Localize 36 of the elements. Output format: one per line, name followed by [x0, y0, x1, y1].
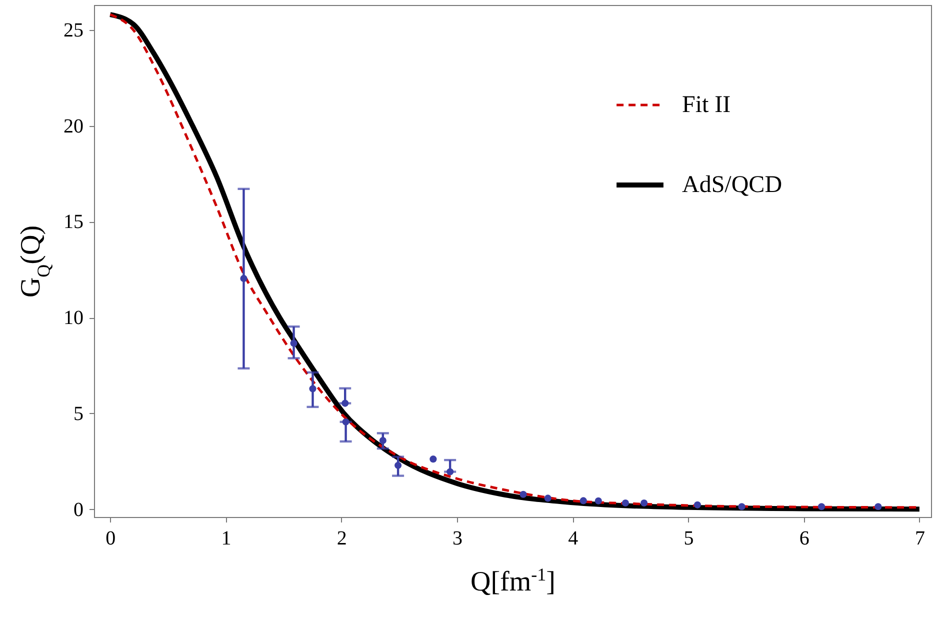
y-tick-label: 15 — [64, 211, 84, 234]
point — [818, 503, 826, 510]
y-tick-label: 10 — [64, 307, 84, 330]
y-tick-label: 20 — [64, 115, 84, 138]
point — [640, 499, 648, 507]
y-tick-label: 5 — [74, 402, 84, 425]
x-tick-label: 4 — [568, 528, 578, 550]
point — [738, 503, 746, 510]
x-tick-label: 3 — [452, 528, 463, 550]
y-tick-label: 25 — [64, 19, 84, 42]
x-tick-label: 2 — [336, 528, 347, 550]
point — [379, 436, 386, 444]
point — [594, 497, 602, 504]
point — [290, 340, 298, 347]
point — [394, 462, 402, 469]
x-tick-label: 5 — [684, 528, 694, 550]
x-tick-label: 6 — [799, 528, 810, 550]
point — [446, 468, 454, 476]
legend-label: Fit II — [682, 92, 731, 118]
point — [622, 499, 629, 507]
x-tick-label: 7 — [914, 528, 925, 550]
x-tick-label: 1 — [221, 528, 232, 550]
y-tick-label: 0 — [74, 498, 84, 521]
x-axis-title: Q[fm$^{-1}$] — [470, 564, 556, 598]
x-tick-label: 0 — [106, 528, 116, 550]
point — [694, 501, 702, 508]
point — [430, 456, 437, 463]
point — [520, 490, 527, 498]
point — [240, 274, 248, 282]
point — [309, 385, 316, 392]
legend-label: AdS/QCD — [682, 172, 782, 198]
point — [874, 503, 882, 510]
point — [342, 418, 350, 426]
point — [544, 494, 552, 502]
point — [580, 497, 587, 504]
point — [342, 400, 349, 407]
